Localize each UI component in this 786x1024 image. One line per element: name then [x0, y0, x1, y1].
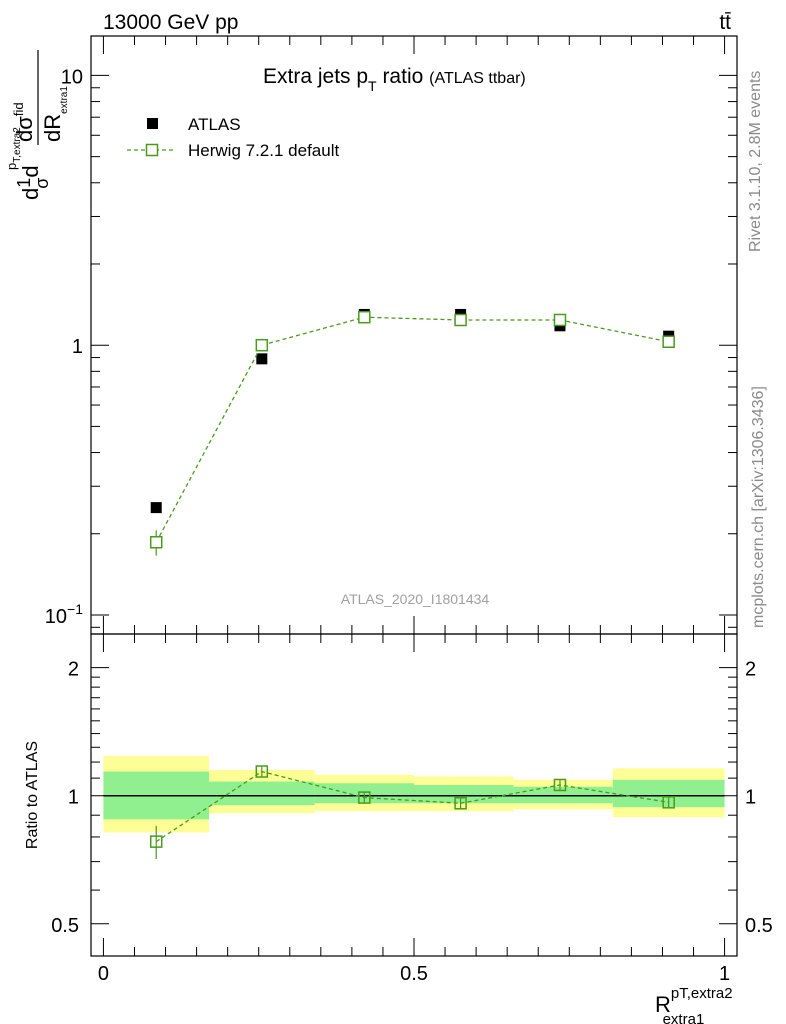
- ratio-inner-band: [414, 784, 514, 804]
- ratio-y-tick-label-right: 1: [745, 787, 756, 809]
- main-y-label: d1σd dσfid pT,extra2 dRextra1: [4, 50, 70, 200]
- main-y-tick-label: 10: [61, 66, 83, 88]
- main-panel: 10−1 1 10 Extra jets pT ratio (ATLAS ttbar…: [4, 35, 738, 635]
- ratio-x-tick-label: 1: [719, 963, 730, 985]
- legend-atlas-label: ATLAS: [188, 115, 241, 134]
- ratio-herwig-point: [358, 791, 371, 804]
- ratio-x-tick-label: 0.5: [400, 963, 428, 985]
- ratio-herwig-point: [149, 835, 163, 848]
- herwig-point: [454, 313, 467, 327]
- ratio-x-tick-label: 0: [98, 963, 109, 985]
- process-label: tt̄: [719, 11, 731, 34]
- ratio-y-tick-label: 0.5: [51, 915, 79, 937]
- herwig-point: [255, 338, 269, 352]
- energy-label: 13000 GeV pp: [103, 11, 238, 34]
- legend-herwig-marker: [145, 143, 159, 157]
- ratio-tick-labels: 0.5 0.5 1 1 2 2 0 0.5 1: [51, 659, 773, 985]
- ratio-y-tick-label-right: 0.5: [745, 915, 773, 937]
- ratio-y-label: Ratio to ATLAS: [24, 741, 41, 849]
- ratio-panel: 0.5 0.5 1 1 2 2 0 0.5 1 Ratio to ATLAS RpT,extra…: [24, 633, 773, 1024]
- legend-herwig-label: Herwig 7.2.1 default: [188, 141, 339, 160]
- legend: ATLAS Herwig 7.2.1 default: [127, 115, 339, 160]
- ratio-x-label: RpT,extra2 extra1: [655, 985, 733, 1024]
- main-y-tick-label: 1: [72, 336, 83, 358]
- ratio-herwig-point: [662, 796, 675, 809]
- analysis-label: ATLAS_2020_I1801434: [341, 591, 490, 607]
- atlas-point: [150, 502, 162, 514]
- ratio-inner-band: [209, 781, 315, 806]
- herwig-point: [662, 335, 675, 348]
- ratio-y-tick-label-right: 2: [745, 659, 756, 681]
- main-y-tick-label: 10−1: [45, 601, 83, 628]
- svg-text:pT,extra2: pT,extra2: [4, 127, 23, 170]
- svg-text:dRextra1: dRextra1: [40, 86, 70, 142]
- ratio-y-ticks: [91, 667, 737, 925]
- herwig-point: [358, 310, 371, 324]
- main-title: Extra jets pT ratio (ATLAS ttbar): [263, 65, 526, 94]
- ratio-herwig-point: [553, 778, 567, 792]
- ratio-x-ticks: [102, 634, 726, 956]
- herwig-point: [553, 313, 567, 327]
- source-label: mcplots.cern.ch [arXiv:1306.3436]: [750, 386, 767, 628]
- rivet-label: Rivet 3.1.10, 2.8M events: [747, 71, 764, 252]
- herwig-point: [149, 536, 163, 549]
- ratio-frame: [90, 633, 738, 957]
- ratio-herwig-line: [155, 770, 669, 843]
- ratio-herwig-point: [255, 765, 269, 778]
- atlas-point: [256, 353, 268, 365]
- main-series: [149, 308, 675, 556]
- ratio-herwig-point: [454, 797, 467, 810]
- main-y-tick-labels: 10−1 1 10: [45, 66, 83, 628]
- ratio-bands: [103, 755, 725, 833]
- svg-text:dσfid: dσfid: [11, 102, 37, 142]
- main-x-ticks: [102, 36, 726, 634]
- ratio-y-tick-label: 2: [68, 659, 79, 681]
- ratio-series: [149, 765, 675, 860]
- herwig-line: [155, 316, 669, 543]
- ratio-y-tick-label: 1: [68, 787, 79, 809]
- svg-text:d1σd: d1σd: [14, 165, 52, 200]
- main-y-ticks: [91, 74, 737, 628]
- legend-atlas-marker: [147, 118, 158, 129]
